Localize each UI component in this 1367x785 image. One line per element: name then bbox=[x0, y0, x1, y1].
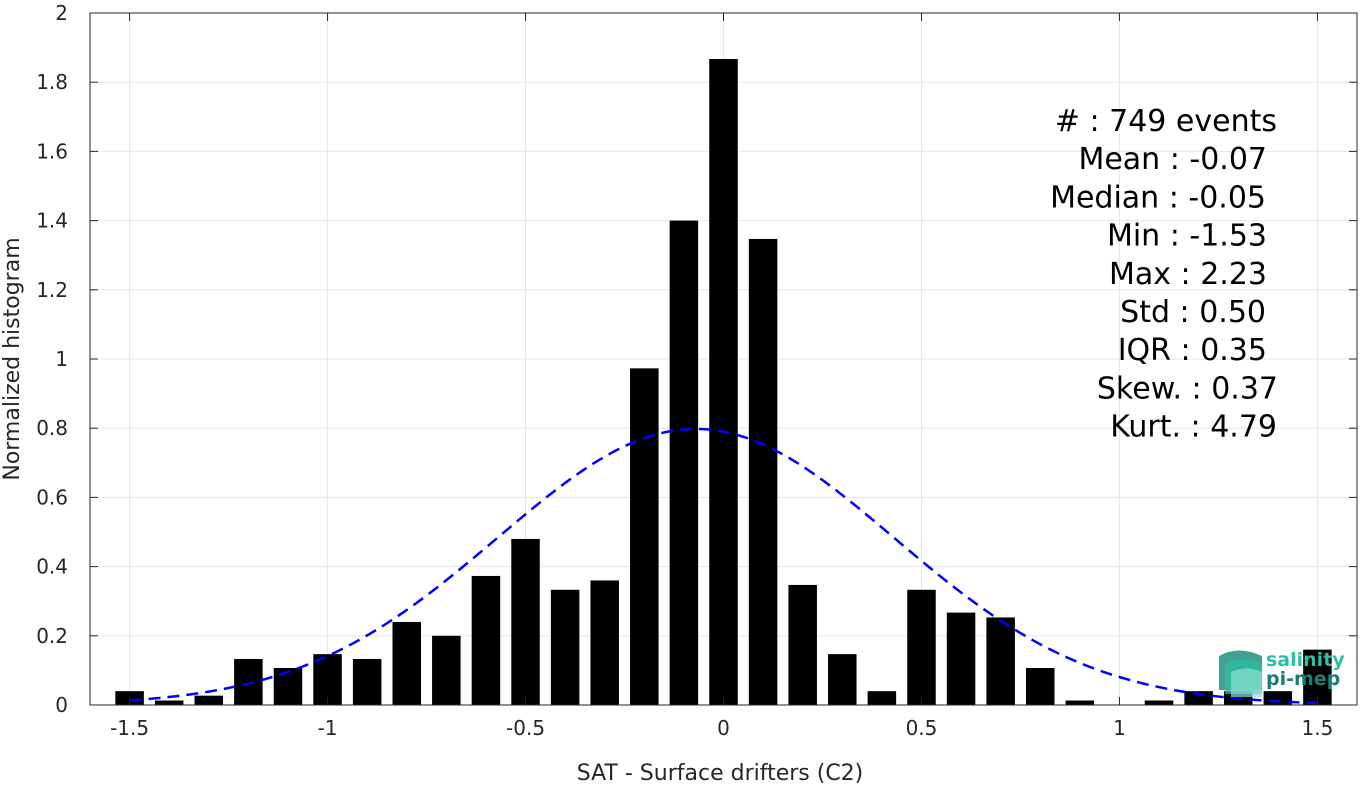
fit-curve-layer bbox=[129, 427, 1318, 705]
stats-line: # : 749 events bbox=[1055, 104, 1277, 139]
x-tick-label: 0.5 bbox=[906, 716, 938, 740]
histogram-bar bbox=[1184, 691, 1213, 705]
x-axis-ticks: -1.5 -1 -0.5 0 0.5 1 1.5 bbox=[110, 13, 1333, 740]
histogram-bar bbox=[867, 691, 897, 705]
histogram-bar bbox=[907, 589, 936, 705]
salinity-pi-mep-logo: salinity pi-mep bbox=[1219, 649, 1345, 697]
histogram-bar bbox=[748, 238, 778, 706]
histogram-bar bbox=[352, 658, 382, 705]
y-tick-label: 0 bbox=[55, 693, 68, 717]
x-tick-label: 0 bbox=[717, 716, 730, 740]
x-tick-label: 1.5 bbox=[1302, 716, 1334, 740]
y-tick-label: 0.6 bbox=[36, 485, 68, 509]
stats-line: Median : -0.05 bbox=[1050, 180, 1266, 215]
bars bbox=[115, 59, 1332, 706]
histogram-bar bbox=[194, 695, 224, 705]
stats-line: Mean : -0.07 bbox=[1078, 142, 1267, 177]
normal-fit-curve bbox=[129, 427, 1318, 705]
histogram-bar bbox=[1303, 649, 1332, 705]
y-tick-label: 1 bbox=[55, 347, 68, 371]
x-tick-label: 1 bbox=[1113, 716, 1126, 740]
stats-line: Min : -1.53 bbox=[1107, 219, 1267, 254]
histogram-bar bbox=[709, 59, 738, 705]
histogram-bar bbox=[630, 368, 659, 705]
histogram-bar bbox=[986, 617, 1015, 705]
y-tick-label: 0.2 bbox=[36, 624, 68, 648]
histogram-bar bbox=[392, 621, 422, 705]
histogram-bar bbox=[669, 220, 699, 705]
y-tick-label: 0.8 bbox=[36, 416, 68, 440]
histogram-bar bbox=[946, 612, 976, 705]
y-axis-label: Normalized histogram bbox=[0, 237, 25, 480]
x-tick-label: -0.5 bbox=[506, 716, 545, 740]
stats-line: Kurt. : 4.79 bbox=[1110, 410, 1277, 445]
y-tick-label: 1.6 bbox=[36, 139, 68, 163]
y-tick-label: 1.8 bbox=[36, 70, 68, 94]
stats-line: Max : 2.23 bbox=[1109, 257, 1267, 292]
histogram-bar bbox=[828, 654, 857, 705]
histogram-bar bbox=[1065, 700, 1095, 705]
histogram-bar bbox=[471, 575, 501, 705]
logo-wave-icon bbox=[1219, 650, 1262, 697]
histogram-bar bbox=[1025, 667, 1055, 705]
x-axis-label: SAT - Surface drifters (C2) bbox=[577, 761, 864, 785]
histogram-bar bbox=[1144, 700, 1174, 705]
x-tick-label: -1 bbox=[318, 716, 338, 740]
stats-line: IQR : 0.35 bbox=[1118, 333, 1267, 368]
stats-line: Std : 0.50 bbox=[1120, 295, 1266, 330]
histogram-bar bbox=[550, 589, 580, 705]
histogram-bar bbox=[590, 580, 619, 705]
histogram-bar bbox=[788, 584, 817, 705]
histogram-bar bbox=[511, 538, 540, 705]
logo-line-2: pi-mep bbox=[1266, 668, 1340, 690]
y-tick-label: 1.2 bbox=[36, 278, 68, 302]
histogram-bar bbox=[154, 700, 184, 705]
y-tick-label: 2 bbox=[55, 1, 68, 25]
histogram-bar bbox=[234, 658, 263, 705]
histogram-bar bbox=[273, 667, 303, 705]
y-tick-label: 1.4 bbox=[36, 209, 68, 233]
stats-line: Skew. : 0.37 bbox=[1097, 371, 1278, 406]
histogram-bar bbox=[432, 635, 461, 705]
y-tick-label: 0.4 bbox=[36, 555, 68, 579]
x-tick-label: -1.5 bbox=[110, 716, 149, 740]
histogram-bar bbox=[313, 654, 342, 705]
y-axis-ticks: 0 0.2 0.4 0.6 0.8 1 1.2 1.4 1.6 1.8 2 bbox=[36, 1, 1357, 717]
logo-line-1: salinity bbox=[1266, 649, 1345, 671]
